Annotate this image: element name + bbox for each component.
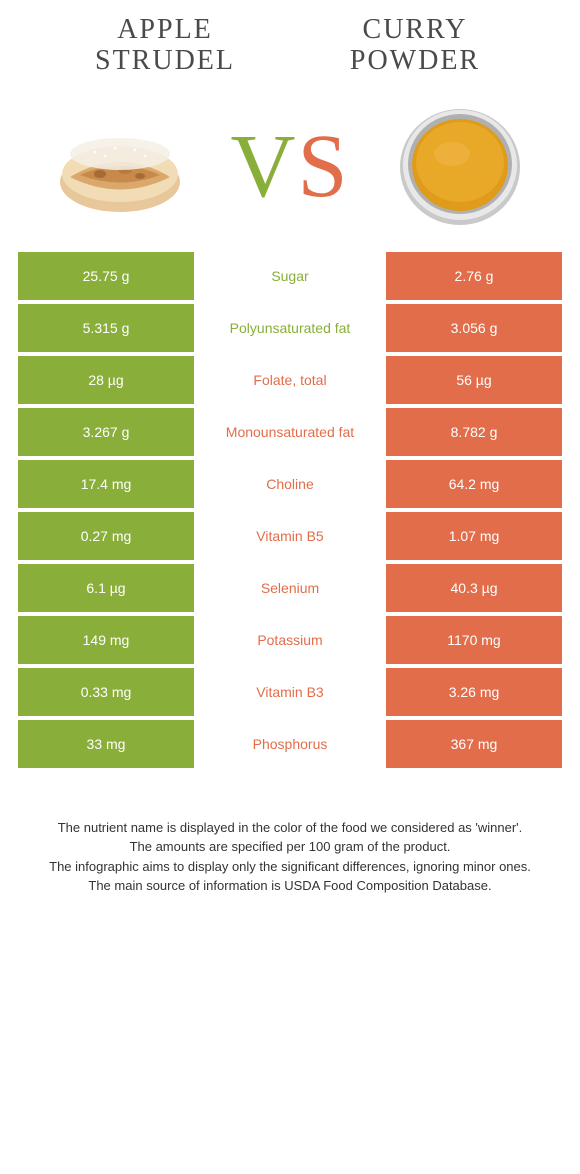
footer-line: The infographic aims to display only the… xyxy=(28,857,552,877)
header: APPLE STRUDEL CURRY POWDER xyxy=(0,0,580,77)
footer-line: The nutrient name is displayed in the co… xyxy=(28,818,552,838)
nutrient-label: Folate, total xyxy=(198,356,382,404)
vs-s: S xyxy=(297,117,349,216)
apple-strudel-image xyxy=(45,107,195,227)
nutrient-label: Vitamin B5 xyxy=(198,512,382,560)
comparison-table: 25.75 gSugar2.76 g5.315 gPolyunsaturated… xyxy=(0,252,580,768)
right-value: 8.782 g xyxy=(386,408,562,456)
nutrient-label: Vitamin B3 xyxy=(198,668,382,716)
nutrient-label: Monounsaturated fat xyxy=(198,408,382,456)
left-value: 3.267 g xyxy=(18,408,194,456)
table-row: 5.315 gPolyunsaturated fat3.056 g xyxy=(18,304,562,352)
table-row: 17.4 mgCholine64.2 mg xyxy=(18,460,562,508)
right-value: 64.2 mg xyxy=(386,460,562,508)
left-value: 0.33 mg xyxy=(18,668,194,716)
title-right: CURRY POWDER xyxy=(290,15,540,77)
left-value: 17.4 mg xyxy=(18,460,194,508)
left-value: 33 mg xyxy=(18,720,194,768)
right-value: 3.056 g xyxy=(386,304,562,352)
curry-powder-image xyxy=(385,107,535,227)
table-row: 0.27 mgVitamin B51.07 mg xyxy=(18,512,562,560)
right-value: 40.3 µg xyxy=(386,564,562,612)
right-value: 56 µg xyxy=(386,356,562,404)
left-value: 0.27 mg xyxy=(18,512,194,560)
table-row: 25.75 gSugar2.76 g xyxy=(18,252,562,300)
table-row: 33 mgPhosphorus367 mg xyxy=(18,720,562,768)
hero-row: VS xyxy=(0,77,580,252)
table-row: 6.1 µgSelenium40.3 µg xyxy=(18,564,562,612)
nutrient-label: Sugar xyxy=(198,252,382,300)
right-value: 3.26 mg xyxy=(386,668,562,716)
left-value: 25.75 g xyxy=(18,252,194,300)
nutrient-label: Phosphorus xyxy=(198,720,382,768)
left-value: 6.1 µg xyxy=(18,564,194,612)
table-row: 149 mgPotassium1170 mg xyxy=(18,616,562,664)
title-left: APPLE STRUDEL xyxy=(40,15,290,77)
left-value: 28 µg xyxy=(18,356,194,404)
footer-notes: The nutrient name is displayed in the co… xyxy=(0,768,580,916)
nutrient-label: Choline xyxy=(198,460,382,508)
table-row: 0.33 mgVitamin B33.26 mg xyxy=(18,668,562,716)
left-value: 149 mg xyxy=(18,616,194,664)
table-row: 28 µgFolate, total56 µg xyxy=(18,356,562,404)
nutrient-label: Potassium xyxy=(198,616,382,664)
nutrient-label: Selenium xyxy=(198,564,382,612)
footer-line: The amounts are specified per 100 gram o… xyxy=(28,837,552,857)
right-value: 1.07 mg xyxy=(386,512,562,560)
left-value: 5.315 g xyxy=(18,304,194,352)
vs-label: VS xyxy=(230,115,349,218)
footer-line: The main source of information is USDA F… xyxy=(28,876,552,896)
vs-v: V xyxy=(230,117,297,216)
nutrient-label: Polyunsaturated fat xyxy=(198,304,382,352)
right-value: 2.76 g xyxy=(386,252,562,300)
right-value: 367 mg xyxy=(386,720,562,768)
right-value: 1170 mg xyxy=(386,616,562,664)
table-row: 3.267 gMonounsaturated fat8.782 g xyxy=(18,408,562,456)
